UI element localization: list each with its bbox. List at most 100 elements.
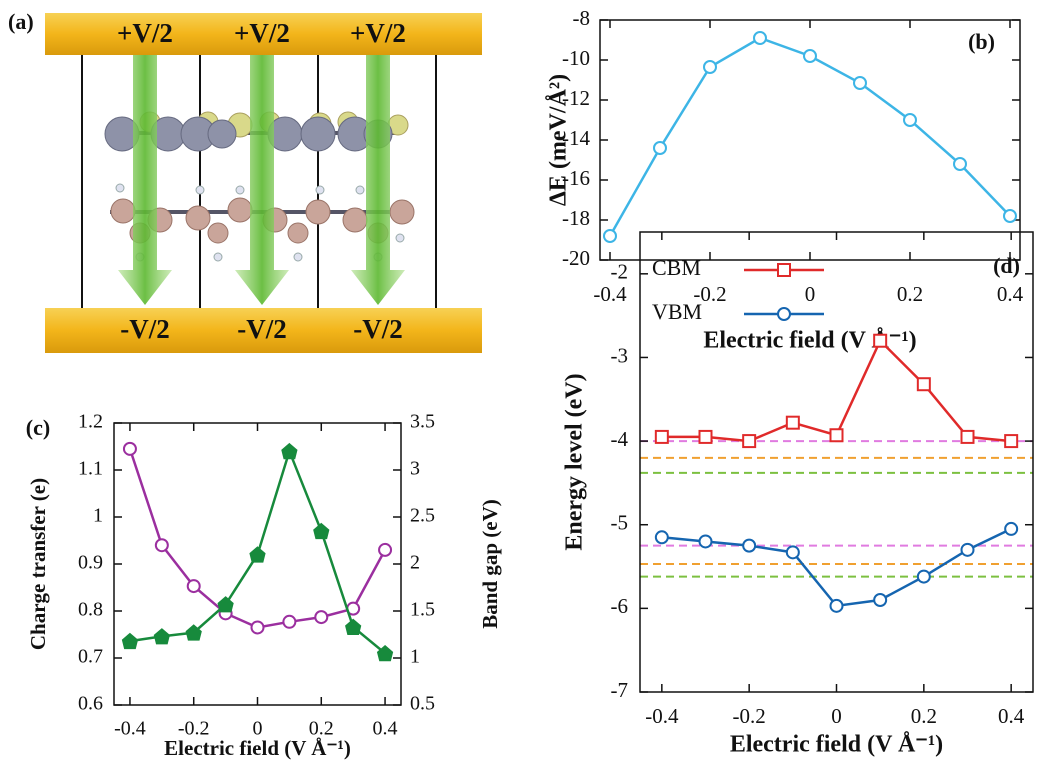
- series-line: [610, 38, 1010, 236]
- electrode-label: +V/2: [234, 18, 290, 48]
- y-tick-label: 0.9: [78, 552, 103, 574]
- marker: [918, 378, 930, 390]
- y2-tick-label: 0.5: [410, 693, 435, 715]
- marker: [954, 158, 966, 170]
- marker: [251, 548, 265, 562]
- marker: [346, 620, 360, 634]
- marker: [252, 621, 264, 633]
- marker: [188, 580, 200, 592]
- y-axis-label: Energy level (eV): [562, 373, 588, 550]
- x-tick-label: -0.4: [114, 718, 146, 740]
- y-tick-label: -2: [611, 260, 629, 284]
- marker: [700, 535, 712, 547]
- marker: [804, 50, 816, 62]
- panel-label: (b): [968, 29, 995, 54]
- marker: [1004, 210, 1016, 222]
- marker: [219, 597, 233, 611]
- marker: [787, 546, 799, 558]
- electrode-label: +V/2: [117, 18, 173, 48]
- y-tick-label: 1.2: [78, 411, 103, 433]
- marker: [379, 544, 391, 556]
- marker: [123, 634, 137, 648]
- y2-tick-label: 1: [410, 646, 420, 668]
- marker: [124, 443, 136, 455]
- x-axis-label: Electric field (V Å⁻¹): [730, 732, 943, 758]
- electrode-label: -V/2: [237, 314, 287, 344]
- marker: [787, 417, 799, 429]
- legend-marker: [778, 264, 790, 276]
- y2-axis-label: Band gap (eV): [478, 499, 502, 629]
- y-axis-label: Charge transfer (e): [26, 478, 50, 650]
- y-tick-label: 1.1: [78, 458, 103, 480]
- y-tick-label: 1: [93, 505, 103, 527]
- y2-tick-label: 2: [410, 552, 420, 574]
- marker: [314, 524, 328, 538]
- electrode-label: -V/2: [120, 314, 170, 344]
- field-arrows: [118, 55, 405, 305]
- y-tick-label: -6: [611, 594, 629, 618]
- marker: [656, 531, 668, 543]
- marker: [754, 32, 766, 44]
- marker: [315, 611, 327, 623]
- plot-frame: [114, 423, 401, 705]
- y-tick-label: -18: [562, 206, 590, 230]
- x-tick-label: 0.2: [897, 282, 923, 306]
- y2-tick-label: 3: [410, 458, 420, 480]
- panel-label: (d): [993, 253, 1020, 278]
- marker: [962, 431, 974, 443]
- marker: [704, 61, 716, 73]
- marker: [604, 230, 616, 242]
- y2-tick-label: 3.5: [410, 411, 435, 433]
- y-tick-label: -7: [611, 678, 629, 702]
- y2-tick-label: 1.5: [410, 599, 435, 621]
- y-tick-label: -3: [611, 343, 629, 367]
- marker: [854, 77, 866, 89]
- marker: [831, 600, 843, 612]
- y-tick-label: -8: [573, 6, 591, 30]
- x-tick-label: -0.2: [733, 704, 766, 728]
- marker: [700, 431, 712, 443]
- y-tick-label: 0.8: [78, 599, 103, 621]
- x-axis-label: Electric field (V Å⁻¹): [164, 736, 351, 760]
- marker: [743, 435, 755, 447]
- marker: [156, 539, 168, 551]
- panel-a: (a) +V/2 +V/2 +V/2 -V/2 -V/2 -V/2: [8, 9, 482, 353]
- electrode-label: -V/2: [353, 314, 403, 344]
- marker: [1005, 435, 1017, 447]
- panel-label: (a): [8, 9, 34, 34]
- marker: [1005, 523, 1017, 535]
- marker: [918, 571, 930, 583]
- legend-marker: [778, 308, 790, 320]
- marker: [904, 114, 916, 126]
- x-tick-label: 0: [831, 704, 842, 728]
- marker: [656, 431, 668, 443]
- legend-label: VBM: [652, 299, 702, 324]
- marker: [743, 540, 755, 552]
- y-tick-label: 0.6: [78, 693, 103, 715]
- y-tick-label: -5: [611, 511, 629, 535]
- marker: [831, 429, 843, 441]
- series-line: [662, 341, 1011, 441]
- x-tick-label: 0.4: [997, 282, 1024, 306]
- x-tick-label: -0.4: [593, 282, 627, 306]
- y-tick-label: 0.7: [78, 646, 103, 668]
- electrode-label: +V/2: [350, 18, 406, 48]
- marker: [155, 629, 169, 643]
- marker: [654, 142, 666, 154]
- marker: [282, 444, 296, 458]
- y-tick-label: -4: [611, 427, 629, 451]
- legend-label: CBM: [652, 255, 701, 280]
- y-axis-label: ΔE (meV/Å²): [546, 74, 572, 206]
- series-line: [130, 449, 385, 628]
- y-tick-label: -10: [562, 46, 590, 70]
- figure: (a) +V/2 +V/2 +V/2 -V/2 -V/2 -V/2 -0.4 -0…: [0, 0, 1037, 760]
- x-tick-label: 0.4: [998, 704, 1025, 728]
- x-tick-label: 0: [805, 282, 816, 306]
- series-line: [662, 529, 1011, 606]
- panel-label: (c): [26, 415, 50, 440]
- marker: [874, 594, 886, 606]
- marker: [874, 335, 886, 347]
- x-tick-label: 0.4: [373, 718, 398, 740]
- x-tick-label: 0.2: [911, 704, 937, 728]
- x-tick-label: -0.4: [645, 704, 679, 728]
